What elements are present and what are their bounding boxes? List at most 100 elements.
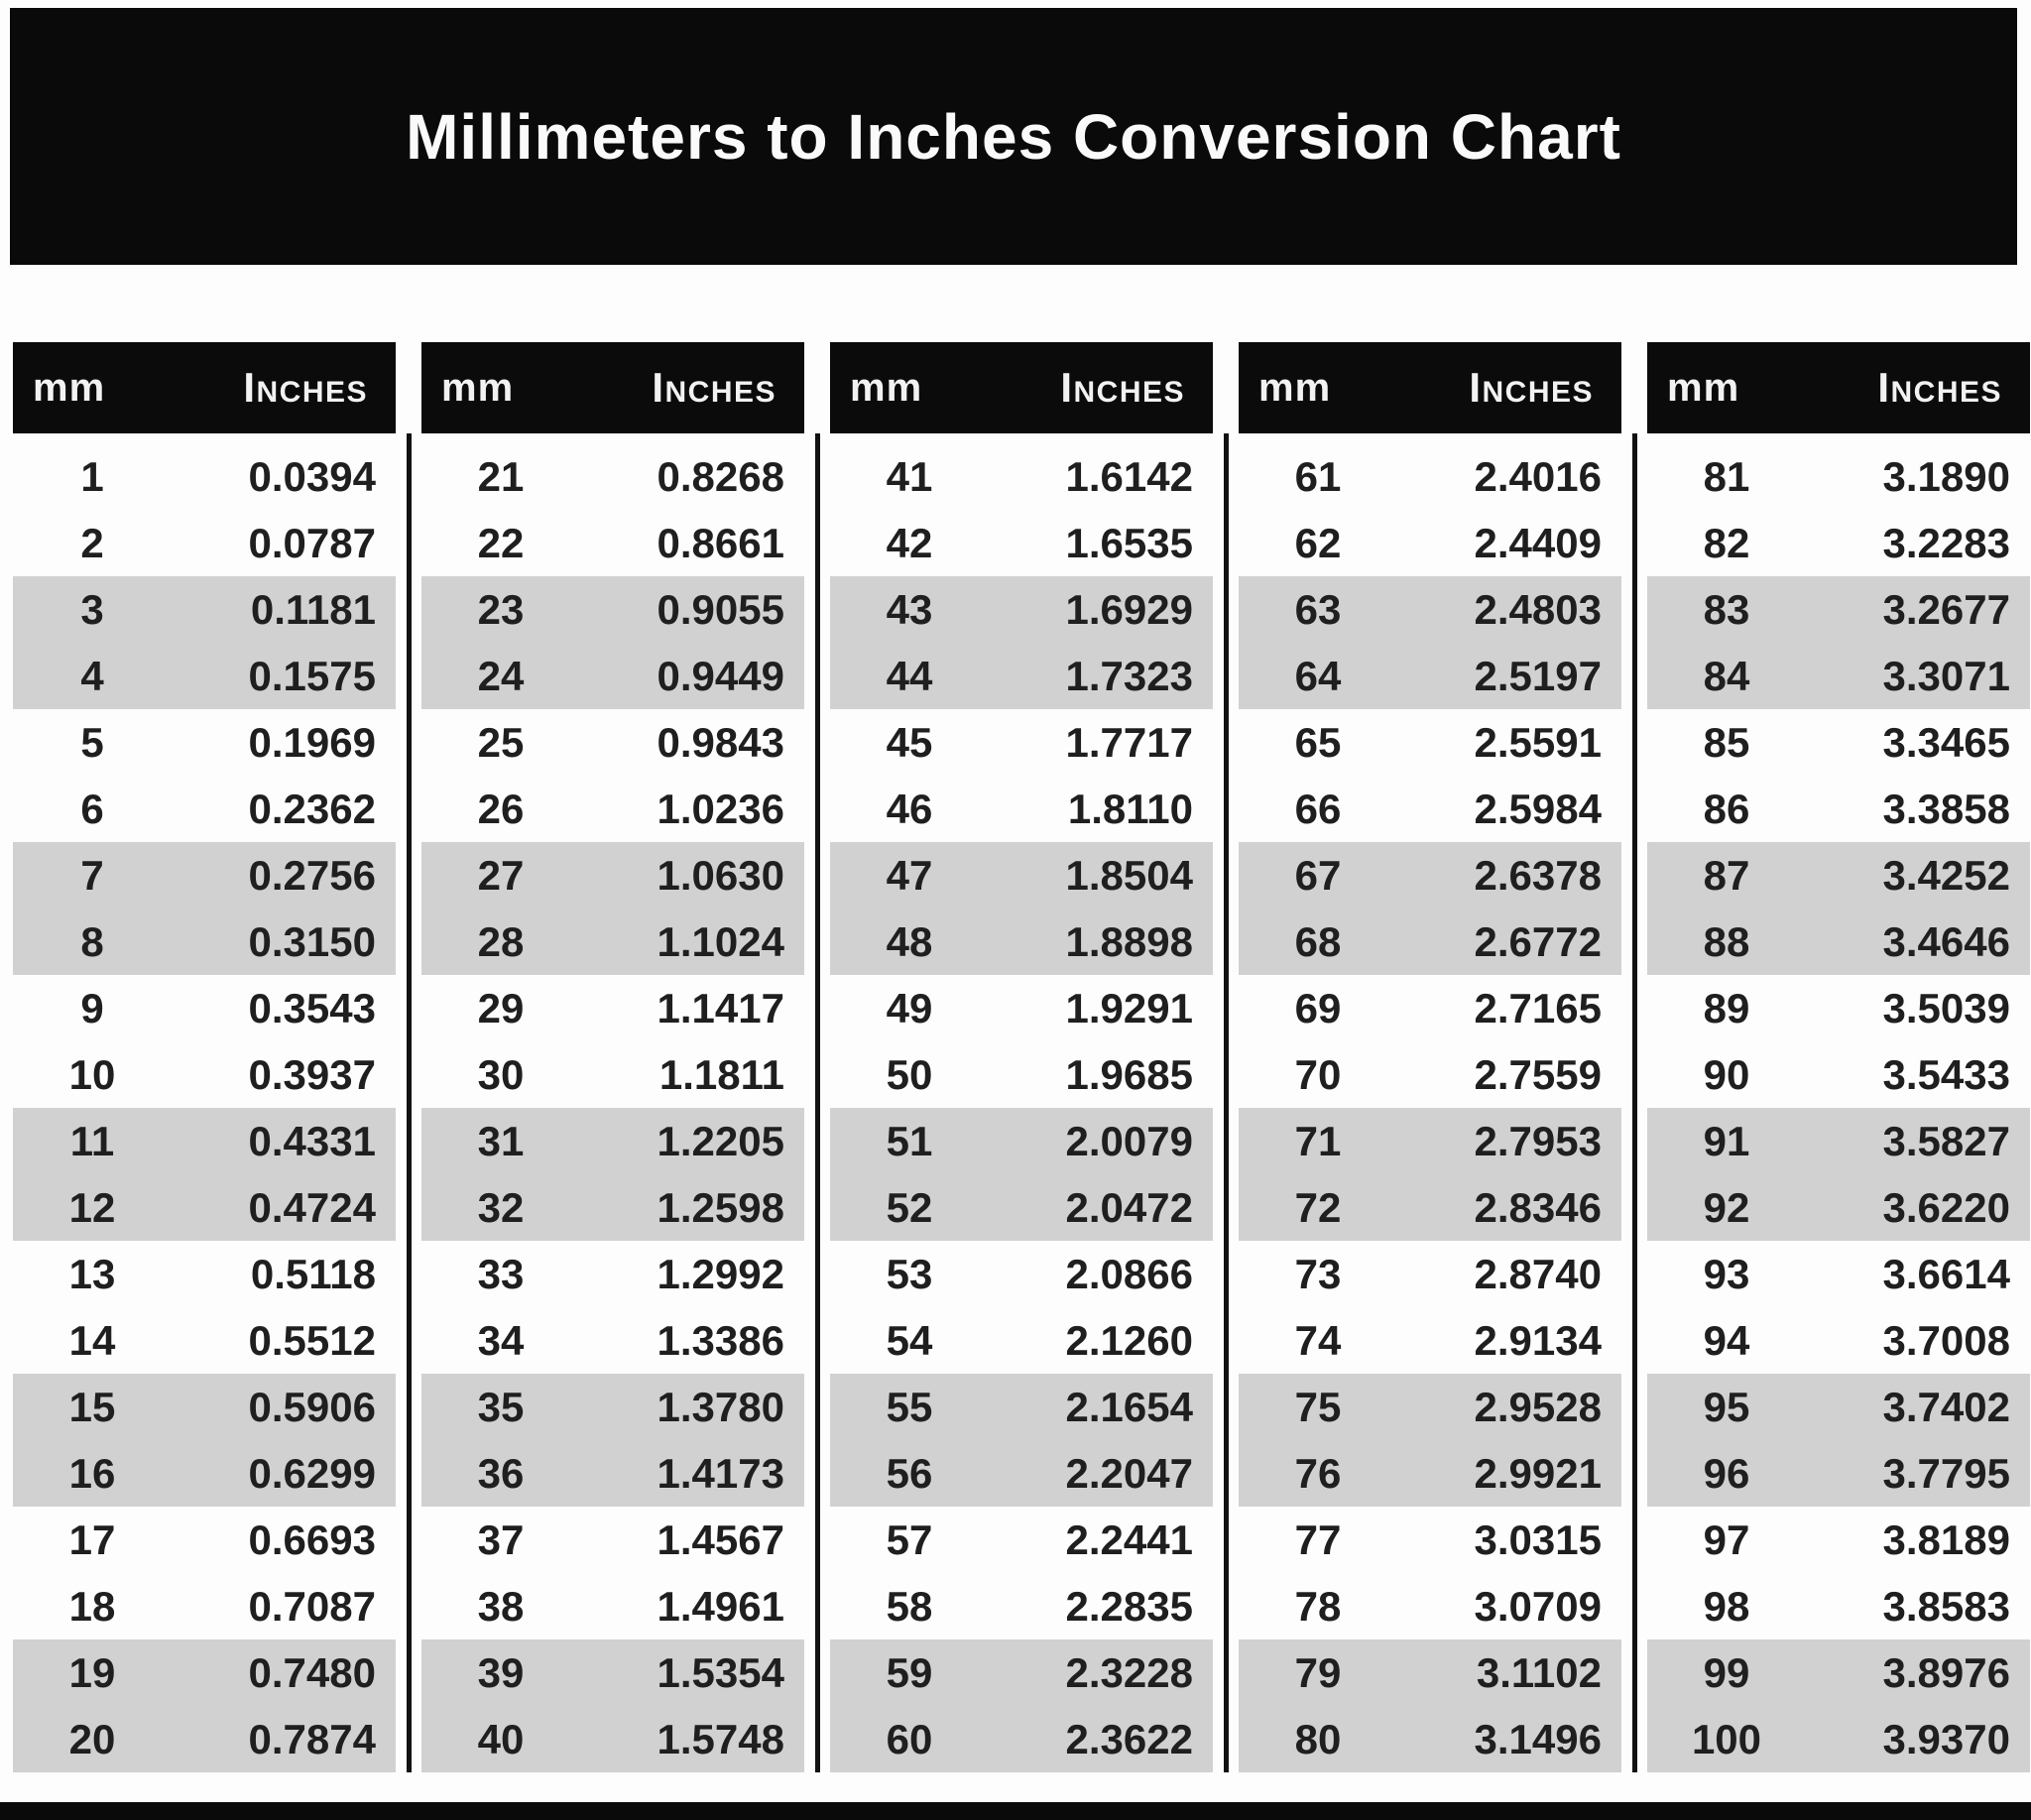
table-row: 50 1.9685 [830,1041,1213,1108]
table-row: 98 3.8583 [1647,1573,2030,1639]
inches-value: 3.6220 [1882,1183,2010,1231]
table-header: mm Inches [830,342,1213,433]
table-row: 58 2.2835 [830,1573,1213,1639]
table-divider [1223,433,1229,1772]
mm-value: 79 [1294,1648,1342,1696]
table-row: 99 3.8976 [1647,1639,2030,1706]
mm-value: 19 [68,1648,116,1696]
table-row: 35 1.3780 [421,1374,804,1440]
mm-value: 3 [80,585,104,633]
mm-value: 56 [886,1449,933,1497]
mm-value: 35 [477,1383,525,1430]
inches-value: 0.8661 [657,519,784,566]
table-row: 21 0.8268 [421,443,804,510]
inches-value: 0.1575 [248,652,376,699]
mm-value: 46 [886,785,933,832]
inches-value: 1.8504 [1065,851,1193,899]
inches-value: 0.4331 [248,1117,376,1164]
table-row: 4 0.1575 [13,643,396,709]
mm-value: 100 [1691,1715,1762,1762]
table-row: 69 2.7165 [1239,975,1621,1041]
table-row: 46 1.8110 [830,776,1213,842]
inches-value: 0.6299 [248,1449,376,1497]
inches-value: 2.2047 [1065,1449,1193,1497]
inches-value: 0.2756 [248,851,376,899]
inches-value: 3.4646 [1882,917,2010,965]
inches-value: 2.5591 [1474,718,1602,766]
mm-value: 33 [477,1250,525,1297]
inches-value: 1.1024 [657,917,784,965]
mm-value: 24 [477,652,525,699]
table-row: 27 1.0630 [421,842,804,909]
table-row: 17 0.6693 [13,1507,396,1573]
table-row: 87 3.4252 [1647,842,2030,909]
table-row: 83 3.2677 [1647,576,2030,643]
table-divider [1631,433,1637,1772]
inches-value: 2.4016 [1474,452,1602,500]
table-row: 52 2.0472 [830,1174,1213,1241]
inches-value: 3.3465 [1882,718,2010,766]
mm-value: 53 [886,1250,933,1297]
inches-value: 0.7874 [248,1715,376,1762]
table-row: 45 1.7717 [830,709,1213,776]
mm-value: 97 [1703,1516,1750,1563]
mm-column-header: mm [1667,365,1740,410]
table-row: 88 3.4646 [1647,909,2030,975]
mm-value: 11 [69,1117,115,1164]
mm-value: 91 [1703,1117,1750,1164]
inches-value: 2.7165 [1474,984,1602,1031]
table-row: 97 3.8189 [1647,1507,2030,1573]
mm-column-header: mm [1258,365,1332,410]
table-row: 82 3.2283 [1647,510,2030,576]
mm-value: 92 [1703,1183,1750,1231]
table-row: 37 1.4567 [421,1507,804,1573]
table-row: 53 2.0866 [830,1241,1213,1307]
inches-value: 1.1417 [657,984,784,1031]
inches-value: 2.6378 [1474,851,1602,899]
inches-value: 3.7402 [1882,1383,2010,1430]
table-divider [814,433,820,1772]
mm-value: 74 [1294,1316,1342,1364]
mm-value: 25 [477,718,525,766]
inches-value: 2.1654 [1065,1383,1193,1430]
mm-value: 78 [1294,1582,1342,1630]
inches-value: 2.9921 [1474,1449,1602,1497]
table-row: 26 1.0236 [421,776,804,842]
mm-value: 54 [886,1316,933,1364]
mm-value: 9 [80,984,104,1031]
table-row: 22 0.8661 [421,510,804,576]
inches-value: 0.9843 [657,718,784,766]
mm-value: 87 [1703,851,1750,899]
mm-value: 43 [886,585,933,633]
mm-value: 47 [886,851,933,899]
mm-value: 45 [886,718,933,766]
inches-column-header: Inches [652,364,777,411]
inches-value: 2.0079 [1065,1117,1193,1164]
mm-value: 89 [1703,984,1750,1031]
page-title: Millimeters to Inches Conversion Chart [406,100,1621,173]
mm-value: 17 [68,1516,116,1563]
table-row: 8 0.3150 [13,909,396,975]
inches-value: 3.5433 [1882,1050,2010,1098]
mm-value: 86 [1703,785,1750,832]
table-rows: 41 1.6142 42 1.6535 43 1.6929 44 1.7323 45 1.7717… [830,433,1213,1772]
mm-value: 70 [1294,1050,1342,1098]
table-row: 16 0.6299 [13,1440,396,1507]
table-row: 57 2.2441 [830,1507,1213,1573]
mm-value: 48 [886,917,933,965]
table-row: 25 0.9843 [421,709,804,776]
inches-value: 1.4567 [657,1516,784,1563]
inches-value: 2.2441 [1065,1516,1193,1563]
table-row: 44 1.7323 [830,643,1213,709]
table-row: 41 1.6142 [830,443,1213,510]
mm-value: 62 [1294,519,1342,566]
mm-value: 16 [68,1449,116,1497]
table-row: 39 1.5354 [421,1639,804,1706]
table-row: 76 2.9921 [1239,1440,1621,1507]
inches-value: 1.9685 [1065,1050,1193,1098]
table-row: 94 3.7008 [1647,1307,2030,1374]
mm-value: 66 [1294,785,1342,832]
inches-value: 3.2677 [1882,585,2010,633]
table-row: 93 3.6614 [1647,1241,2030,1307]
